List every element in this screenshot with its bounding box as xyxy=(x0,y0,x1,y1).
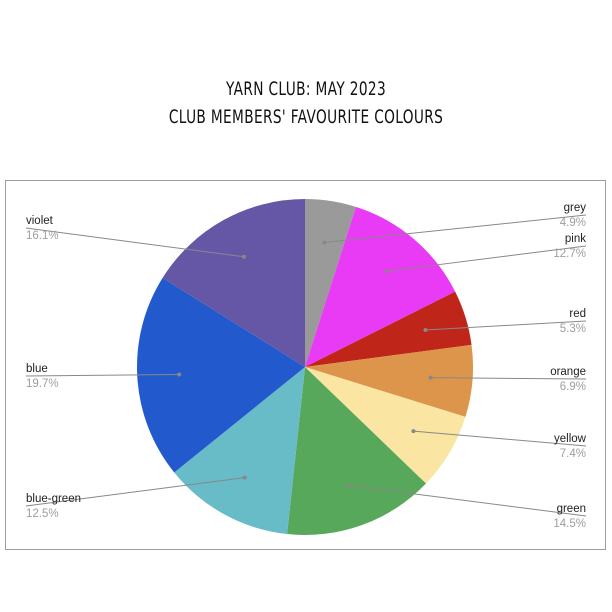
pie-slice-red[interactable] xyxy=(305,291,472,367)
leader-dot-pink xyxy=(384,269,389,274)
leader-line-violet xyxy=(25,227,245,258)
leader-dot-green xyxy=(346,483,351,488)
leader-dot-blue xyxy=(177,372,182,377)
slice-label-blue-green: blue-green xyxy=(26,493,81,505)
leader-line-grey xyxy=(324,214,587,243)
slice-label-yellow: yellow xyxy=(554,433,587,445)
slice-label-orange: orange xyxy=(550,366,586,378)
pie-slice-green[interactable] xyxy=(287,367,427,536)
leader-line-pink xyxy=(386,245,587,272)
slice-label-green: green xyxy=(557,503,586,515)
leader-line-orange xyxy=(430,377,587,380)
slice-percent-yellow: 7.4% xyxy=(560,448,586,460)
leader-dot-red xyxy=(423,327,428,332)
leader-dot-orange xyxy=(428,375,433,380)
slice-label-blue: blue xyxy=(26,363,48,375)
leader-line-blue xyxy=(25,374,180,377)
leader-line-green xyxy=(347,484,587,517)
pie-slice-blue-green[interactable] xyxy=(174,367,305,535)
slice-label-violet: violet xyxy=(26,215,54,227)
pie-slice-orange[interactable] xyxy=(305,344,473,417)
slice-label-pink: pink xyxy=(565,233,586,245)
slice-percent-orange: 6.9% xyxy=(560,381,586,393)
leader-line-red xyxy=(425,320,587,331)
slice-label-grey: grey xyxy=(564,202,587,214)
slice-percent-blue-green: 12.5% xyxy=(26,508,59,520)
slice-percent-blue: 19.7% xyxy=(26,378,59,390)
leader-dot-blue-green xyxy=(242,475,247,480)
pie-slice-blue[interactable] xyxy=(137,277,305,473)
leader-dot-grey xyxy=(322,240,327,245)
chart-subtitle: CLUB MEMBERS' FAVOURITE COLOURS xyxy=(168,106,444,128)
pie-slice-violet[interactable] xyxy=(162,199,305,367)
slice-percent-green: 14.5% xyxy=(553,518,586,530)
leader-line-yellow xyxy=(413,430,587,447)
slice-percent-grey: 4.9% xyxy=(560,217,586,229)
slice-label-red: red xyxy=(569,308,586,320)
leader-dot-violet xyxy=(241,254,246,259)
leader-dot-yellow xyxy=(411,429,416,434)
pie-slice-yellow[interactable] xyxy=(305,367,466,484)
chart-area xyxy=(5,180,606,550)
leader-line-blue-green xyxy=(25,477,245,507)
slice-percent-red: 5.3% xyxy=(560,323,586,335)
slice-percent-pink: 12.7% xyxy=(553,248,586,260)
pie-slice-pink[interactable] xyxy=(305,206,456,367)
slice-percent-violet: 16.1% xyxy=(26,230,59,242)
chart-title: YARN CLUB: MAY 2023 xyxy=(225,78,387,100)
